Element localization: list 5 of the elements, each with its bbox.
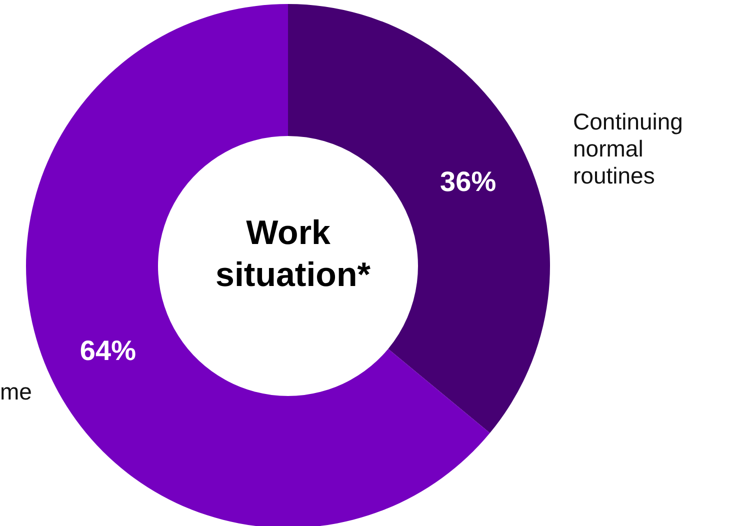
data-label: 36% (440, 166, 496, 197)
slice-label: Continuing normal routines (573, 108, 690, 188)
data-label: 64% (80, 335, 136, 366)
slice-label: me (0, 378, 32, 404)
text: Work situation* (216, 214, 372, 294)
